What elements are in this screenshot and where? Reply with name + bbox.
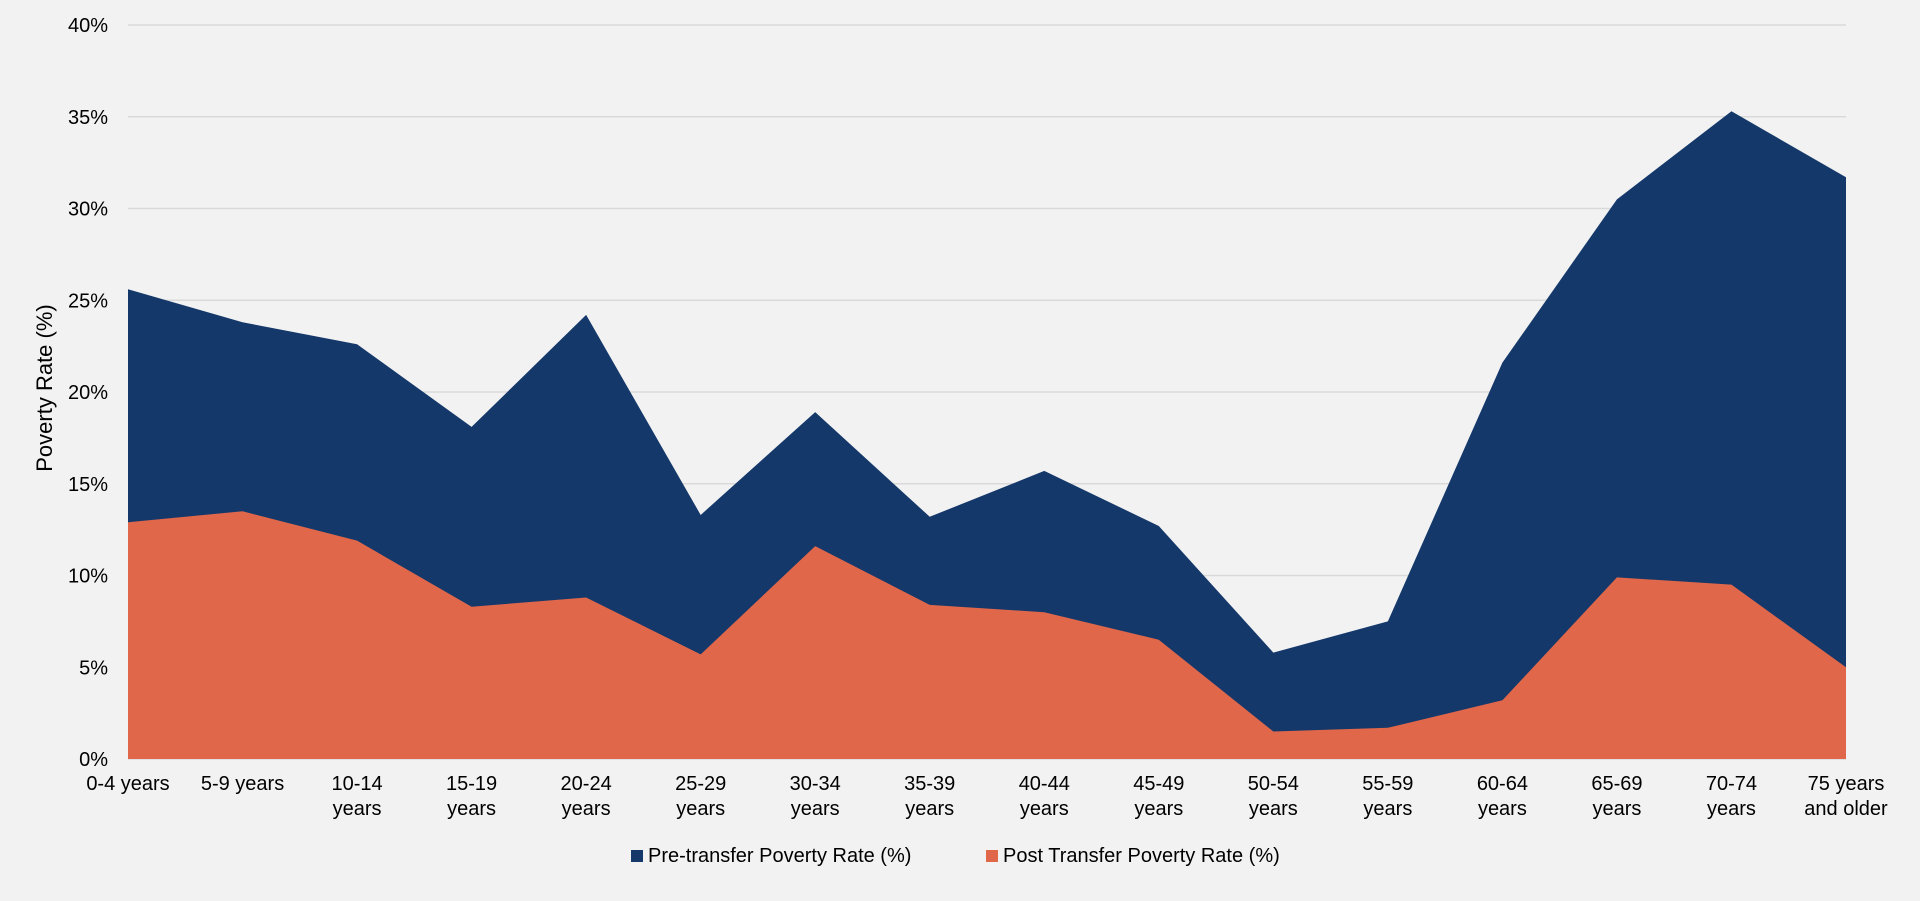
x-tick-label-line: years [562,798,611,820]
x-tick-label-line: 55-59 [1362,773,1413,795]
x-tick-label-line: years [1363,798,1412,820]
x-tick-label-line: 75 years [1808,773,1885,795]
x-tick-label-line: years [676,798,725,820]
y-tick-label: 15% [68,474,108,496]
y-axis-ticks: 0% 5% 10% 15% 20% 25% 30% 35% 40% [68,15,108,771]
x-tick-label-line: 50-54 [1248,773,1299,795]
series-areas [128,111,1846,760]
x-tick-label-line: years [1478,798,1527,820]
x-tick-label-line: and older [1804,798,1888,820]
y-tick-label: 5% [79,657,108,679]
y-tick-label: 10% [68,566,108,588]
legend-label-pre-transfer: Pre-transfer Poverty Rate (%) [648,845,911,867]
x-tick-label-line: 35-39 [904,773,955,795]
x-tick-label: 50-54 years [1248,773,1299,820]
x-tick-label: 65-69 years [1591,773,1642,820]
x-tick-label-line: years [1020,798,1069,820]
x-tick-label-line: years [905,798,954,820]
x-tick-label: 10-14 years [331,773,382,820]
x-tick-label: 55-59 years [1362,773,1413,820]
legend-swatch-post-transfer [986,850,998,862]
x-tick-label-line: 0-4 years [86,773,169,795]
x-tick-label-line: years [1707,798,1756,820]
x-tick-label-line: years [1249,798,1298,820]
x-tick-label-line: 40-44 [1019,773,1070,795]
x-tick-label: 0-4 years [86,773,169,795]
x-tick-label-line: years [1134,798,1183,820]
post-transfer-area [128,511,1846,759]
y-tick-label: 30% [68,199,108,221]
x-tick-label-line: 60-64 [1477,773,1528,795]
x-tick-label-line: 30-34 [790,773,841,795]
y-axis-title: Poverty Rate (%) [32,304,57,472]
x-tick-label: 60-64 years [1477,773,1528,820]
pre-transfer-area [128,111,1846,760]
legend: Pre-transfer Poverty Rate (%) Post Transf… [631,845,1280,867]
legend-swatch-pre-transfer [631,850,643,862]
x-tick-label: 5-9 years [201,773,284,795]
y-tick-label: 35% [68,107,108,129]
x-tick-label-line: 15-19 [446,773,497,795]
x-tick-label-line: years [447,798,496,820]
legend-label-post-transfer: Post Transfer Poverty Rate (%) [1003,845,1280,867]
x-tick-label: 20-24 years [561,773,612,820]
x-tick-label-line: 45-49 [1133,773,1184,795]
x-tick-label: 25-29 years [675,773,726,820]
x-tick-label: 30-34 years [790,773,841,820]
x-tick-label: 35-39 years [904,773,955,820]
y-tick-label: 25% [68,290,108,312]
x-tick-label: 75 years and older [1804,773,1888,820]
x-tick-label-line: 10-14 [331,773,382,795]
x-tick-label-line: years [333,798,382,820]
y-tick-label: 20% [68,382,108,404]
x-tick-label: 15-19 years [446,773,497,820]
x-tick-label-line: 70-74 [1706,773,1757,795]
y-tick-label: 0% [79,749,108,771]
x-tick-label: 70-74 years [1706,773,1757,820]
x-tick-label: 40-44 years [1019,773,1070,820]
x-tick-label-line: 65-69 [1591,773,1642,795]
x-tick-label: 45-49 years [1133,773,1184,820]
x-tick-label-line: 25-29 [675,773,726,795]
x-tick-label-line: years [1592,798,1641,820]
x-tick-label-line: 5-9 years [201,773,284,795]
y-tick-label: 40% [68,15,108,37]
x-tick-label-line: years [791,798,840,820]
x-tick-label-line: 20-24 [561,773,612,795]
